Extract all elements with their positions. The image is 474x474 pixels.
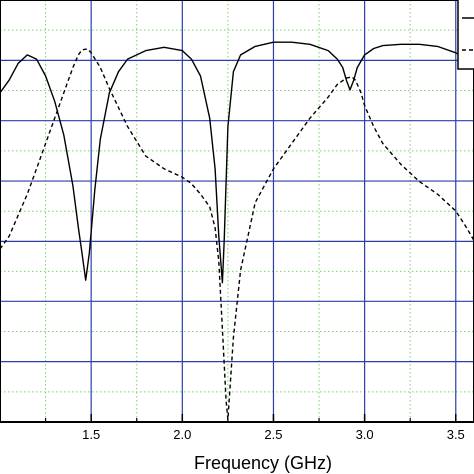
legend-box	[457, 0, 474, 70]
series-layer	[0, 41, 474, 421]
plot-frame	[0, 0, 474, 423]
series-line-dashed	[0, 48, 474, 421]
x-axis-title: Frequency (GHz)	[194, 453, 332, 473]
x-tick-label: 1.5	[82, 427, 100, 442]
series-line-solid	[0, 41, 474, 284]
legend-frame	[457, 0, 474, 70]
x-tick-label: 2.0	[173, 427, 191, 442]
x-tick-label: 3.0	[356, 427, 374, 442]
x-tick-label: 3.5	[447, 427, 465, 442]
x-tick-label: 2.5	[264, 427, 282, 442]
minor-grid	[0, 0, 474, 422]
x-ticks: 1.5 2.0 2.5 3.0 3.5	[44, 414, 465, 442]
